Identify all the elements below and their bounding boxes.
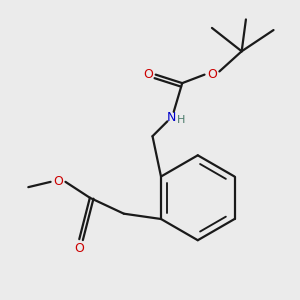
Text: N: N — [167, 111, 176, 124]
Text: O: O — [143, 68, 153, 81]
Text: O: O — [74, 242, 84, 255]
Text: O: O — [53, 175, 63, 188]
Text: H: H — [177, 115, 185, 125]
Text: O: O — [207, 68, 217, 81]
